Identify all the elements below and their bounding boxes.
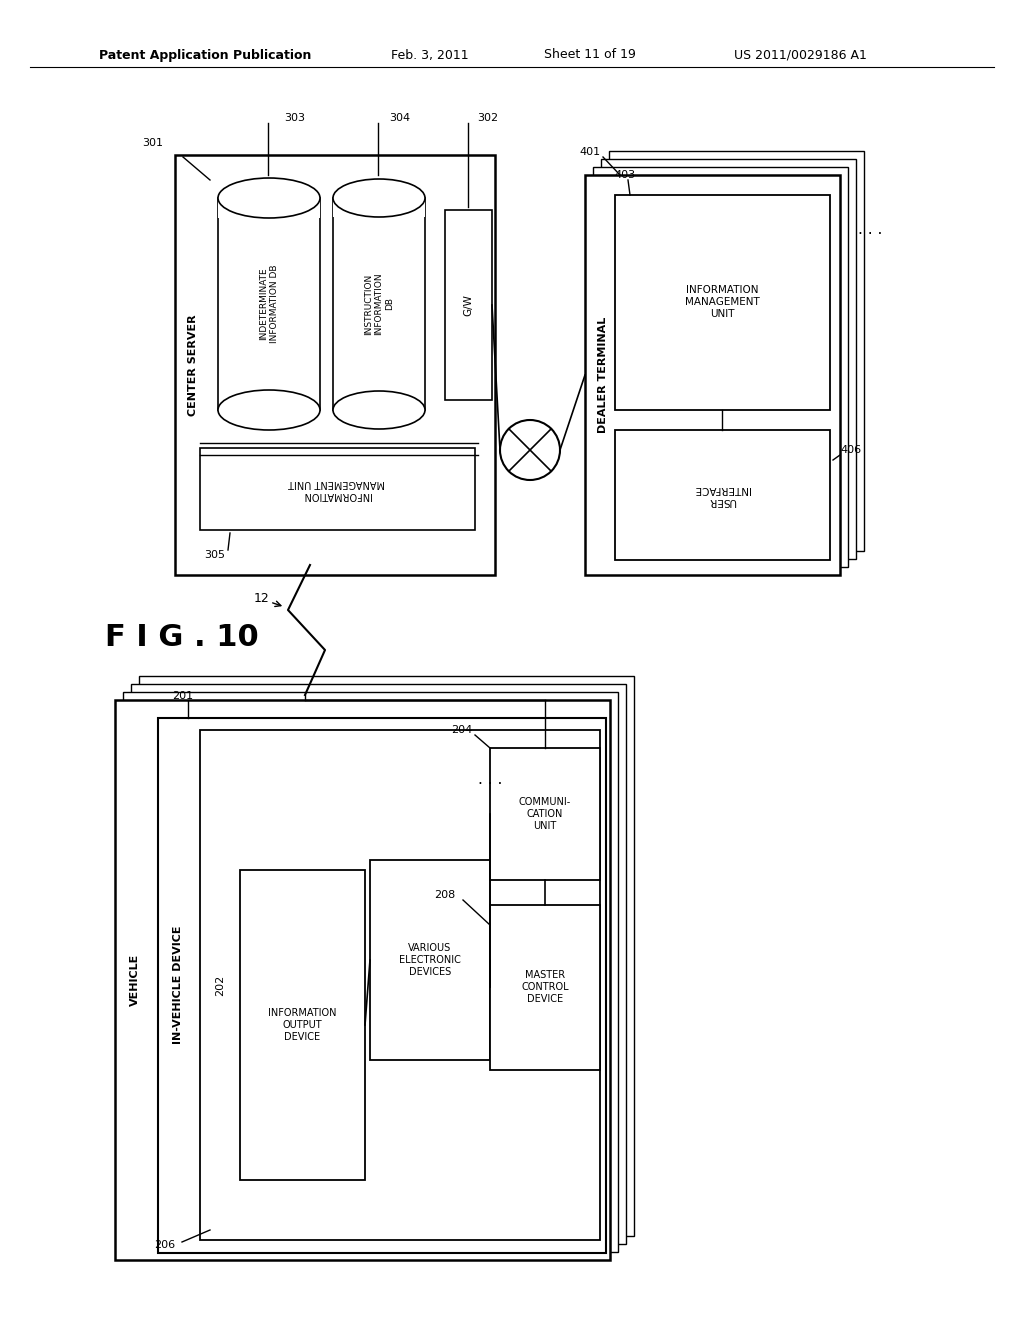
Text: 206: 206 [155, 1239, 175, 1250]
Text: INDETERMINATE
INFORMATION DB: INDETERMINATE INFORMATION DB [259, 265, 279, 343]
Text: 403: 403 [614, 170, 636, 180]
Text: . . .: . . . [858, 223, 883, 238]
Bar [445, 210, 492, 400]
Text: INFORMATION
OUTPUT
DEVICE: INFORMATION OUTPUT DEVICE [267, 1008, 336, 1041]
Bar [601, 158, 856, 558]
Text: F I G . 10: F I G . 10 [105, 623, 259, 652]
Bar [175, 154, 495, 576]
Text: IN-VEHICLE DEVICE: IN-VEHICLE DEVICE [173, 925, 183, 1044]
Bar [333, 198, 425, 216]
Text: VARIOUS
ELECTRONIC
DEVICES: VARIOUS ELECTRONIC DEVICES [399, 944, 461, 977]
Text: 401: 401 [580, 147, 600, 157]
Bar [123, 692, 618, 1251]
Text: 406: 406 [840, 445, 861, 455]
Text: CENTER SERVER: CENTER SERVER [188, 314, 198, 416]
Text: US 2011/0029186 A1: US 2011/0029186 A1 [733, 49, 866, 62]
Bar [370, 861, 490, 1060]
Text: Patent Application Publication: Patent Application Publication [98, 49, 311, 62]
Text: 305: 305 [205, 550, 225, 560]
Bar [139, 676, 634, 1236]
Bar [240, 870, 365, 1180]
Text: G/W: G/W [463, 294, 473, 315]
Bar [131, 684, 626, 1243]
Text: INSTRUCTION
INFORMATION
DB: INSTRUCTION INFORMATION DB [365, 273, 394, 335]
Bar [490, 906, 600, 1071]
Text: USER
INTERFACE: USER INTERFACE [694, 484, 751, 506]
Bar [218, 198, 319, 411]
Text: 12: 12 [254, 591, 270, 605]
Text: 302: 302 [477, 114, 499, 123]
Text: 208: 208 [434, 890, 456, 900]
Text: INFORMATION
MANAGEMENT
UNIT: INFORMATION MANAGEMENT UNIT [685, 285, 760, 318]
Bar [615, 430, 830, 560]
Text: 202: 202 [215, 974, 225, 995]
Bar [218, 198, 319, 218]
Bar [490, 748, 600, 880]
Text: INFORMATION
MANAGEMENT UNIT: INFORMATION MANAGEMENT UNIT [289, 478, 385, 500]
Ellipse shape [333, 391, 425, 429]
Bar [200, 447, 475, 531]
Bar [333, 198, 425, 411]
Text: COMMUNI-
CATION
UNIT: COMMUNI- CATION UNIT [519, 797, 571, 830]
Text: . . .: . . . [478, 772, 502, 788]
Text: 301: 301 [142, 139, 163, 148]
Bar [593, 168, 848, 568]
Bar [615, 195, 830, 411]
Text: DEALER TERMINAL: DEALER TERMINAL [598, 317, 608, 433]
Text: 303: 303 [285, 114, 305, 123]
Ellipse shape [333, 180, 425, 216]
Bar [158, 718, 606, 1253]
Ellipse shape [218, 178, 319, 218]
Text: Sheet 11 of 19: Sheet 11 of 19 [544, 49, 636, 62]
Ellipse shape [218, 389, 319, 430]
Bar [609, 150, 864, 550]
Text: 204: 204 [452, 725, 473, 735]
Text: VEHICLE: VEHICLE [130, 954, 140, 1006]
Text: MASTER
CONTROL
DEVICE: MASTER CONTROL DEVICE [521, 970, 568, 1003]
Text: 201: 201 [172, 690, 194, 701]
Bar [115, 700, 610, 1261]
Bar [585, 176, 840, 576]
Text: 304: 304 [389, 114, 411, 123]
Text: Feb. 3, 2011: Feb. 3, 2011 [391, 49, 469, 62]
Bar [200, 730, 600, 1239]
